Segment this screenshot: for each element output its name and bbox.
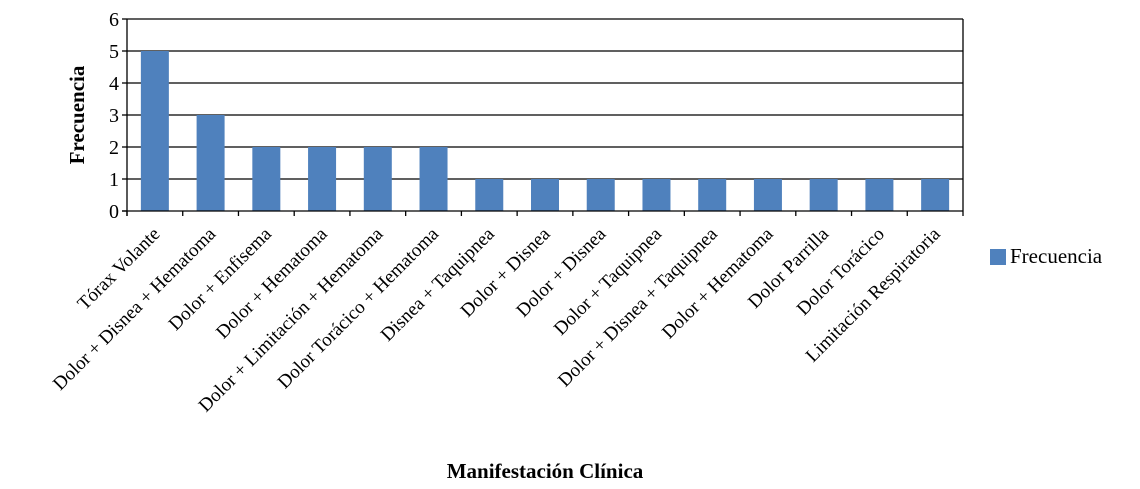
y-tick-label: 6: [109, 9, 119, 31]
bar: [531, 179, 559, 211]
bar: [642, 179, 671, 211]
y-tick-label: 5: [109, 41, 119, 63]
y-tick-label: 0: [109, 201, 119, 223]
y-tick-label: 2: [109, 137, 119, 159]
y-tick-label: 4: [109, 73, 119, 95]
bar: [865, 179, 894, 211]
bar: [419, 147, 448, 211]
axes: [122, 18, 964, 216]
y-tick-label: 3: [109, 105, 119, 127]
bar: [196, 115, 225, 211]
y-tick-label: 1: [109, 169, 119, 191]
bar: [363, 147, 392, 211]
bar: [140, 51, 169, 211]
bar: [809, 179, 838, 211]
legend-label: Frecuencia: [1010, 244, 1103, 268]
bar: [921, 179, 950, 211]
legend-swatch: [990, 248, 1006, 265]
y-axis-title: Frecuencia: [65, 65, 89, 164]
bar: [475, 179, 504, 211]
bar: [586, 179, 615, 211]
bar: [753, 179, 782, 211]
y-tick-labels: 0 1 2 3 4 5 6: [109, 9, 119, 223]
bar: [252, 147, 281, 211]
x-axis-title: Manifestación Clínica: [447, 459, 644, 483]
legend: Frecuencia: [990, 244, 1102, 269]
bar: [698, 179, 727, 211]
bar: [308, 147, 337, 211]
x-tick-label: Dolor + Enfisema: [165, 223, 277, 335]
bars: [140, 51, 950, 211]
